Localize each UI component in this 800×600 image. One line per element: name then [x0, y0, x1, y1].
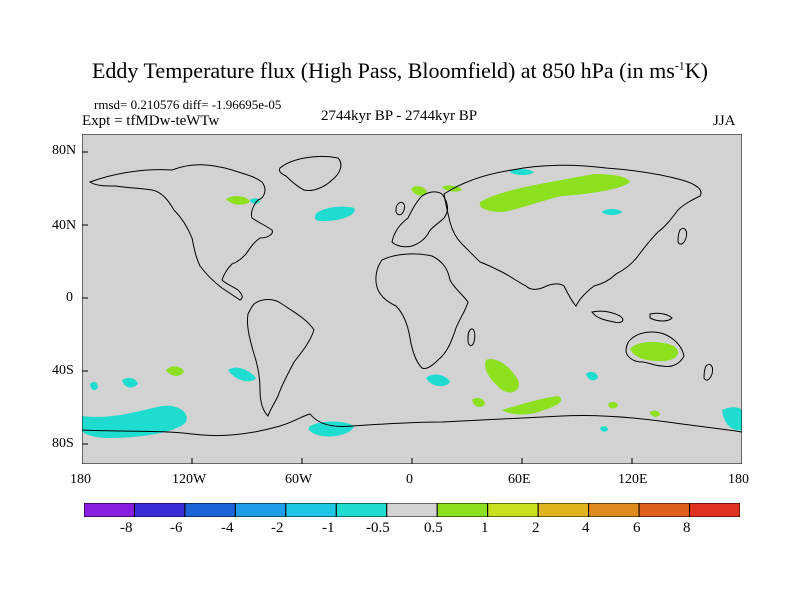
colorbar-cell-11 — [638, 503, 691, 517]
anomaly-antarctic-negative-4 — [600, 426, 608, 432]
colorbar-label-4: 4 — [582, 520, 590, 536]
colorbar-cell-6 — [386, 503, 438, 517]
colorbar-cell-4 — [285, 503, 337, 517]
coast-south-america — [247, 299, 315, 417]
colorbar-label-m6: -6 — [170, 520, 183, 536]
anomaly-labrador-negative — [250, 198, 260, 204]
anomaly-northatlantic-negative — [314, 206, 355, 222]
lat-label-80s: 80S — [52, 436, 74, 451]
anomaly-rosssea-negative — [82, 405, 187, 438]
lon-label-60e: 60E — [508, 472, 531, 487]
lon-label-120e: 120E — [618, 472, 648, 487]
world-map — [82, 134, 742, 464]
coast-north-america — [88, 164, 273, 301]
stats-line: rmsd= 0.210576 diff= -1.96695e-05 — [94, 97, 282, 112]
anomaly-southpacific-negative — [228, 367, 256, 382]
anomaly-eastsiberia-positive — [579, 175, 610, 183]
coast-greenland — [279, 155, 342, 191]
lat-label-0: 0 — [66, 290, 73, 305]
anomaly-southpacific-negative-3 — [586, 371, 598, 381]
colorbar-cell-8 — [487, 503, 539, 517]
coast-britain — [395, 201, 405, 216]
chart-title: Eddy Temperature flux (High Pass, Bloomf… — [91, 58, 708, 83]
colorbar-label-m2: -2 — [271, 520, 284, 536]
colorbar-cell-5 — [335, 503, 388, 517]
coastlines — [82, 155, 742, 437]
anomaly-australia-positive — [630, 341, 679, 362]
anomaly-antarctic-positive — [502, 396, 562, 415]
colorbar-label-2: 2 — [532, 520, 540, 536]
anomaly-antarctic-positive-3 — [650, 410, 660, 417]
colorbar-cell-2 — [184, 503, 236, 517]
lon-label-180e: 180 — [728, 472, 749, 487]
anomaly-antarctic-positive-2 — [608, 401, 618, 409]
anomaly-eurasia-positive — [479, 174, 630, 212]
coast-africa — [375, 253, 469, 369]
colorbar-label-m05: -0.5 — [366, 520, 390, 536]
colorbar-cell-9 — [537, 503, 590, 517]
anomaly-eastantarctic-negative — [722, 407, 742, 431]
colorbar-label-1: 1 — [481, 520, 489, 536]
anomaly-scandinavia-positive — [411, 186, 427, 196]
anomaly-southatlantic-positive — [472, 397, 485, 408]
coast-madagascar — [467, 328, 476, 347]
experiment-label: Expt = tfMDw-teWTw — [82, 113, 220, 129]
map-ticks — [82, 151, 742, 464]
coast-antarctica — [82, 413, 742, 437]
colorbar-cell-1 — [133, 503, 186, 517]
coast-new-guinea — [649, 312, 673, 322]
anomaly-fields — [82, 169, 742, 438]
anomaly-southpacific-negative-2 — [122, 377, 138, 388]
lon-label-60w: 60W — [285, 472, 313, 487]
colorbar-cell-7 — [436, 503, 489, 517]
coast-indonesia — [591, 310, 624, 323]
lon-label-0: 0 — [406, 472, 413, 487]
coast-japan — [677, 227, 687, 245]
colorbar-label-05: 0.5 — [424, 520, 443, 536]
colorbar-label-8: 8 — [683, 520, 691, 536]
anomaly-siberia-negative — [602, 209, 622, 215]
colorbar-label-m8: -8 — [120, 520, 133, 536]
coast-new-zealand — [703, 363, 713, 381]
anomaly-southindian-negative — [426, 374, 450, 387]
colorbar-label-6: 6 — [633, 520, 641, 536]
anomaly-arctic-negative — [510, 169, 534, 175]
lon-label-180w: 180 — [70, 472, 91, 487]
coast-europe — [391, 191, 449, 248]
season-label: JJA — [713, 113, 736, 129]
anomaly-southwest-negative — [90, 381, 98, 391]
anomaly-southindian-positive — [485, 359, 519, 393]
colorbar-label-m1: -1 — [322, 520, 335, 536]
colorbar-cell-0 — [84, 503, 135, 517]
colorbar-cell-3 — [234, 503, 287, 517]
lat-label-40n: 40N — [52, 218, 77, 233]
colorbar-label-m4: -4 — [221, 520, 234, 536]
lon-label-120w: 120W — [172, 472, 207, 487]
anomaly-hudson-positive — [226, 196, 250, 205]
coast-australia — [625, 331, 685, 367]
period-label: 2744kyr BP - 2744kyr BP — [321, 108, 478, 124]
anomaly-weddell-negative — [308, 421, 354, 437]
lat-label-80n: 80N — [52, 143, 77, 158]
colorbar — [84, 503, 740, 517]
anomaly-southpacific-positive — [166, 366, 184, 376]
coast-asia — [443, 164, 702, 307]
colorbar-cell-12 — [689, 503, 740, 517]
lat-label-40s: 40S — [52, 363, 74, 378]
colorbar-cell-10 — [588, 503, 640, 517]
